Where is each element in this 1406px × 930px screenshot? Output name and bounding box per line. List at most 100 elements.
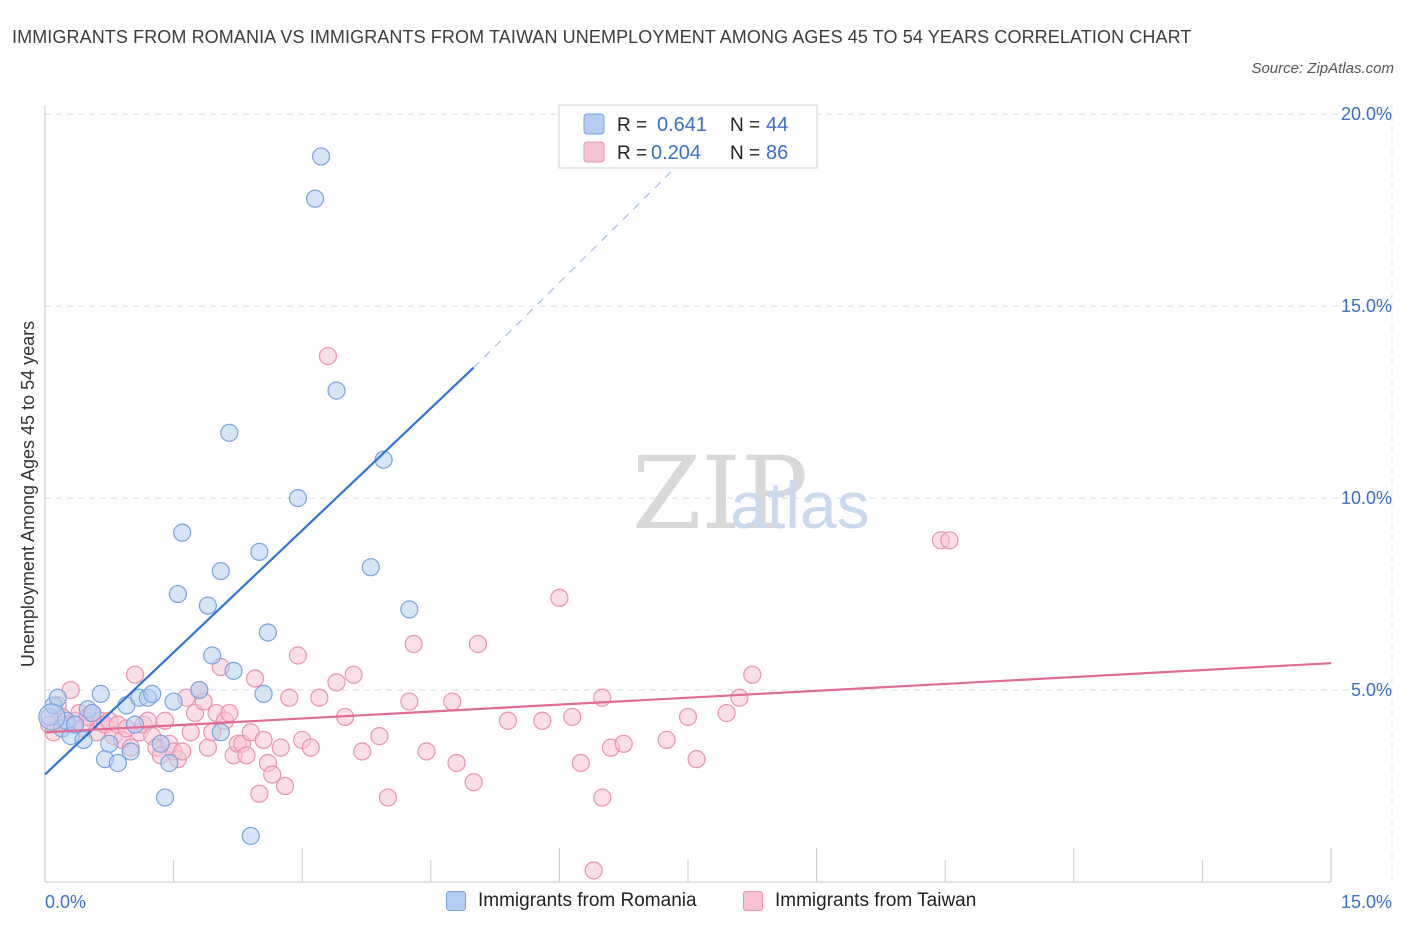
taiwan-point [198, 738, 217, 757]
romania-point [190, 680, 209, 700]
watermark-atlas: atlas [730, 468, 869, 542]
romania-point [220, 423, 239, 442]
taiwan-point [378, 788, 398, 807]
taiwan-point [571, 753, 590, 773]
legend-r-value-romania: 0.641 [657, 114, 707, 136]
taiwan-point [254, 730, 273, 750]
taiwan-point [678, 707, 698, 727]
y-tick-label: 15.0% [1341, 296, 1392, 316]
taiwan-point [657, 730, 676, 750]
romania-point [155, 788, 175, 807]
taiwan-point [173, 742, 192, 761]
romania-point [151, 734, 170, 753]
taiwan-point [370, 727, 389, 746]
legend-n-label-romania: N = [730, 115, 760, 136]
romania-point [211, 723, 230, 742]
taiwan-point [263, 765, 282, 784]
romania-point [74, 730, 93, 750]
legend-n-value-taiwan: 86 [766, 142, 788, 164]
romania-point [83, 703, 102, 723]
legend-r-label-romania: R = [617, 115, 647, 136]
taiwan-point [288, 646, 308, 665]
romania-point [400, 600, 419, 619]
taiwan-point [550, 588, 569, 608]
x-tick-label-min: 0.0% [45, 892, 86, 912]
taiwan-point [743, 665, 762, 684]
legend-swatch-romania [583, 113, 605, 135]
romania-point [250, 542, 269, 561]
taiwan-trend-line [44, 662, 1332, 734]
legend-item-taiwan: Immigrants from Taiwan [743, 890, 976, 912]
taiwan-point [687, 750, 706, 769]
trend-lines [44, 129, 1332, 776]
x-tick-label-max: 15.0% [1341, 892, 1392, 912]
taiwan-point [271, 738, 290, 757]
taiwan-point [417, 742, 436, 761]
taiwan-point [563, 707, 582, 727]
legend-n-value-romania: 44 [766, 114, 788, 136]
taiwan-point [275, 776, 295, 796]
legend-item-romania: Immigrants from Romania [446, 890, 697, 912]
taiwan-point [584, 861, 603, 880]
taiwan-point [181, 723, 200, 742]
taiwan-point [237, 746, 256, 765]
taiwan-point [593, 788, 612, 807]
y-axis-label: Unemployment Among Ages 45 to 54 years [18, 321, 38, 667]
romania-trend-extension [473, 129, 715, 369]
taiwan-point [447, 753, 466, 773]
taiwan-point [245, 669, 265, 688]
taiwan-point [730, 688, 749, 707]
y-tick-label: 10.0% [1341, 488, 1392, 508]
series-legend: Immigrants from Romania Immigrants from … [0, 886, 1406, 918]
taiwan-point [498, 711, 518, 730]
romania-point [211, 561, 230, 581]
taiwan-point [400, 692, 419, 711]
romania-point [65, 715, 85, 734]
taiwan-point [533, 711, 552, 730]
y-tick-label: 5.0% [1351, 680, 1392, 700]
taiwan-point [125, 665, 145, 684]
legend-swatch-romania-bottom [446, 891, 466, 911]
romania-point [327, 381, 346, 400]
x-axis-ticks [44, 848, 1332, 882]
legend-r-label-taiwan: R = [617, 143, 647, 164]
legend-label-taiwan: Immigrants from Taiwan [775, 890, 977, 911]
romania-point [361, 558, 380, 577]
romania-point [288, 488, 308, 508]
romania-point [91, 684, 110, 703]
romania-point [241, 826, 260, 846]
romania-point [224, 661, 243, 680]
taiwan-point [310, 688, 329, 707]
y-tick-label: 20.0% [1341, 104, 1392, 124]
legend-swatch-taiwan-bottom [743, 891, 763, 911]
watermark-zip: ZIP [632, 435, 808, 552]
legend-r-value-taiwan: 0.204 [651, 142, 701, 164]
romania-point [198, 596, 217, 615]
taiwan-point [301, 738, 320, 757]
romania-point [254, 684, 273, 703]
romania-cluster-point [38, 703, 66, 731]
romania-point [173, 523, 192, 542]
taiwan-point [404, 634, 423, 654]
taiwan-point [468, 634, 488, 654]
romania-point [305, 189, 325, 208]
correlation-legend: R = 0.641 N = 44 R = 0.204 N = 86 [558, 104, 818, 169]
taiwan-point [327, 673, 346, 692]
romania-point [164, 692, 183, 711]
taiwan-point [280, 688, 299, 707]
taiwan-point [318, 346, 338, 366]
romania-point [160, 753, 179, 773]
taiwan-point [250, 784, 269, 803]
taiwan-point [464, 773, 483, 792]
romania-trend-line [44, 366, 475, 776]
romania-point [143, 684, 162, 703]
taiwan-point [353, 742, 372, 761]
taiwan-point [220, 703, 239, 723]
taiwan-point [717, 703, 736, 723]
legend-label-romania: Immigrants from Romania [478, 890, 697, 911]
taiwan-series [40, 346, 959, 880]
romania-point [311, 147, 331, 166]
legend-n-label-taiwan: N = [730, 143, 760, 164]
romania-point [100, 734, 119, 753]
